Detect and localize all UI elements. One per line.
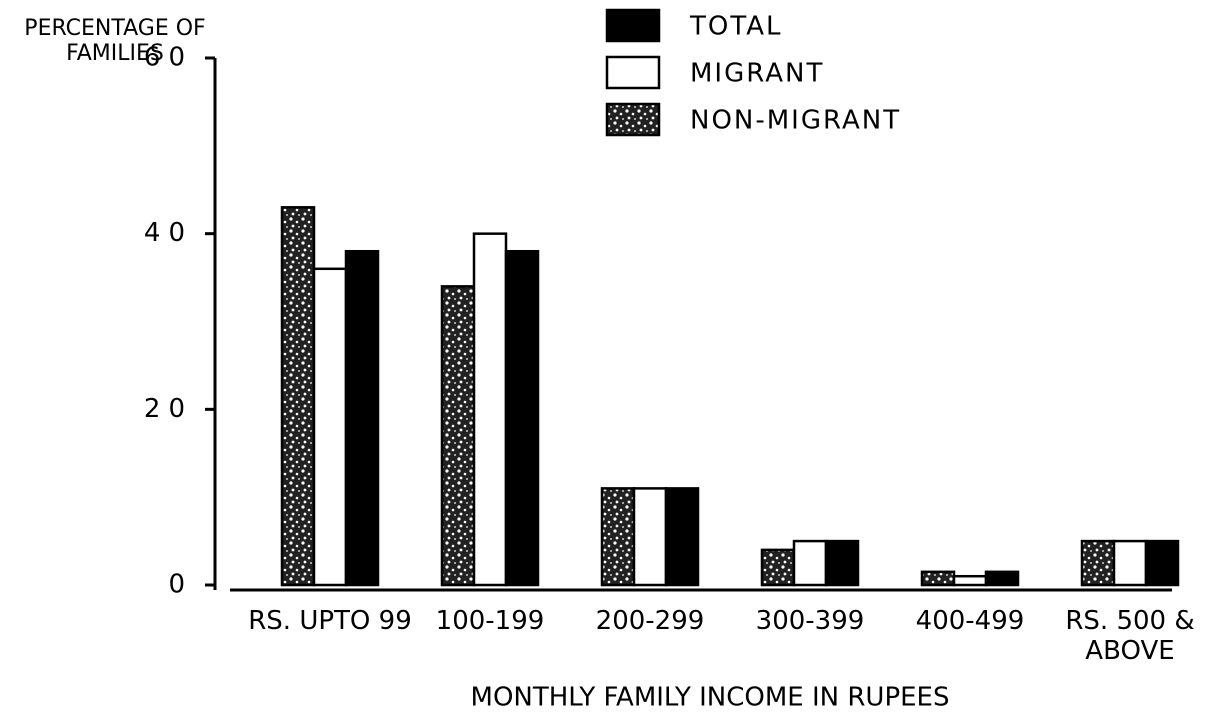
bar <box>760 548 796 587</box>
bar <box>344 249 380 587</box>
bar <box>632 487 668 587</box>
x-axis-label: MONTHLY FAMILY INCOME IN RUPEES <box>471 683 950 713</box>
bar <box>1080 539 1116 587</box>
bar <box>472 232 508 587</box>
x-tick-label: 400-499 <box>915 606 1025 636</box>
bar <box>440 285 476 587</box>
x-tick-label: 300-399 <box>755 606 865 636</box>
x-tick-label: RS. 500 & ABOVE <box>1065 606 1195 666</box>
x-tick-label: RS. UPTO 99 <box>248 606 412 636</box>
bar <box>664 487 700 587</box>
legend-label: TOTAL <box>689 12 782 42</box>
bar <box>984 570 1020 587</box>
bar <box>952 574 988 587</box>
bar <box>920 570 956 587</box>
legend-swatch <box>605 55 661 90</box>
bar <box>312 267 348 587</box>
bar <box>280 206 316 587</box>
bar <box>792 539 828 587</box>
bar <box>600 487 636 587</box>
y-axis-label: PERCENTAGE OF FAMILIES <box>24 16 206 66</box>
bar <box>824 539 860 587</box>
y-tick-label: 20 <box>144 394 193 424</box>
legend-label: NON-MIGRANT <box>690 106 901 136</box>
y-tick-label: 40 <box>144 218 193 248</box>
bar <box>504 249 540 587</box>
y-tick-label: 0 <box>168 570 193 600</box>
x-tick-label: 100-199 <box>435 606 545 636</box>
y-tick-label: 60 <box>144 43 193 73</box>
bar <box>1112 539 1148 587</box>
legend-swatch <box>605 102 661 137</box>
bar <box>1144 539 1180 587</box>
legend-label: MIGRANT <box>690 59 824 89</box>
legend-swatch <box>605 8 661 43</box>
x-tick-label: 200-299 <box>595 606 705 636</box>
